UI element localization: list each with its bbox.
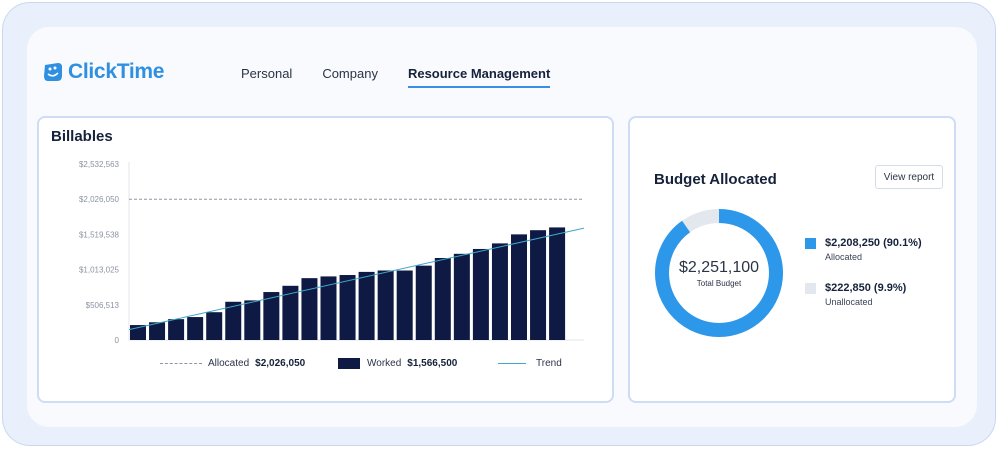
allocated-slice — [655, 209, 783, 337]
unallocated-color-swatch — [805, 283, 816, 294]
allocated-amount: $2,208,250 (90.1%) — [825, 237, 922, 249]
worked-bar — [320, 276, 337, 340]
budget-title: Budget Allocated — [654, 171, 777, 188]
worked-bar — [149, 322, 166, 340]
view-report-button[interactable]: View report — [875, 165, 943, 189]
billables-card: Billables 0 $506,513 $1,013,025 $1,519,538 $… — [37, 116, 614, 403]
budget-legend-unallocated: $222,850 (9.9%) Unallocated — [805, 282, 906, 307]
worked-bar — [415, 265, 432, 340]
nav-company[interactable]: Company — [322, 66, 378, 81]
worked-bar — [530, 230, 547, 340]
total-budget-amount: $2,251,100 — [678, 259, 760, 276]
billables-chart: 0 $506,513 $1,013,025 $1,519,538 $2,026,050 $… — [79, 160, 585, 345]
y-tick-label: $1,519,538 — [79, 230, 120, 239]
worked-bar — [491, 243, 508, 340]
worked-bar — [301, 278, 318, 340]
legend-allocated-label: Allocated — [208, 358, 250, 369]
budget-card: Budget Allocated View report $2,251,100 … — [628, 116, 956, 403]
worked-bar — [225, 301, 242, 340]
legend-trend-label: Trend — [536, 358, 562, 369]
unallocated-label: Unallocated — [825, 297, 873, 307]
y-tick-label: $2,026,050 — [79, 195, 120, 204]
worked-bar — [244, 300, 261, 340]
worked-bar — [511, 234, 527, 340]
legend-allocated-value: $2,026,050 — [255, 358, 306, 369]
trend-swatch — [498, 363, 526, 364]
worked-bar — [282, 285, 299, 340]
trend-line — [128, 227, 585, 331]
allocated-color-swatch — [805, 238, 816, 249]
allocated-label: Allocated — [825, 252, 863, 262]
y-tick-label: $506,513 — [86, 301, 120, 310]
billables-title: Billables — [51, 128, 113, 145]
legend-worked-label: Worked — [367, 358, 402, 369]
worked-bar — [434, 257, 451, 340]
y-tick-label: $2,532,563 — [79, 160, 120, 169]
budget-legend-allocated: $2,208,250 (90.1%) Allocated — [805, 237, 922, 262]
allocated-dashed-swatch — [160, 363, 202, 364]
legend-allocated: Allocated $2,026,050 — [160, 358, 305, 369]
brand-name: ClickTime — [68, 60, 165, 83]
worked-swatch — [338, 358, 360, 369]
worked-bar — [472, 248, 489, 340]
legend-worked: Worked $1,566,500 — [338, 358, 457, 369]
nav-personal[interactable]: Personal — [241, 66, 293, 81]
clicktime-logo[interactable]: ClickTime — [42, 60, 164, 84]
worked-bar — [377, 270, 394, 340]
worked-bar — [358, 271, 375, 340]
clicktime-logo-icon — [44, 63, 62, 81]
unallocated-amount: $222,850 (9.9%) — [825, 282, 907, 294]
worked-bar — [168, 319, 185, 340]
worked-bar — [187, 317, 204, 340]
budget-donut-chart — [655, 209, 783, 337]
worked-bar — [339, 275, 356, 340]
worked-bar — [549, 227, 566, 340]
y-tick-label: $1,013,025 — [79, 266, 120, 275]
legend-trend: Trend — [498, 358, 562, 369]
legend-worked-value: $1,566,500 — [407, 358, 458, 369]
worked-bar — [206, 312, 223, 340]
top-nav: Personal Company Resource Management — [241, 66, 551, 88]
y-tick-label: 0 — [115, 336, 120, 345]
total-budget-label: Total Budget — [696, 279, 742, 288]
worked-bar — [263, 292, 280, 340]
worked-bar — [396, 270, 413, 340]
nav-resource-management[interactable]: Resource Management — [407, 66, 551, 88]
worked-bar — [453, 253, 470, 340]
